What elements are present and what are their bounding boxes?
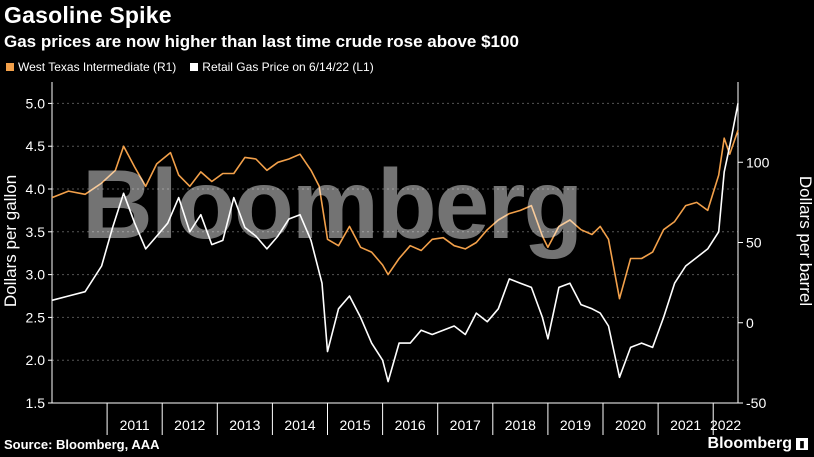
x-axis: 2011 2012 2013 2014 2015 2016 2017 2018 2019 2020… (52, 402, 741, 435)
y-axis-left-title: Dollars per gallon (1, 175, 20, 307)
y-left-tick-label: 1.5 (26, 395, 46, 411)
brand-label: Bloomberg (707, 435, 792, 452)
chart-title: Gasoline Spike (4, 2, 172, 28)
legend-label-gas: Retail Gas Price on 6/14/22 (L1) (202, 60, 374, 74)
x-tick-label: 2018 (505, 417, 536, 433)
legend-item-gas: Retail Gas Price on 6/14/22 (L1) (190, 60, 374, 74)
y-right-tick-label: 50 (746, 235, 762, 251)
y-axis-left: 1.5 2.0 2.5 3.0 3.5 4.0 4.5 5.0 (26, 82, 53, 411)
y-right-tick-label: 0 (746, 315, 754, 331)
y-axis-right: -50 0 50 100 (737, 82, 770, 411)
x-tick-label: 2020 (615, 417, 646, 433)
x-tick-label: 2021 (670, 417, 701, 433)
source-note: Source: Bloomberg, AAA (4, 437, 160, 452)
x-tick-label: 2012 (174, 417, 205, 433)
y-left-tick-label: 5.0 (26, 95, 46, 111)
y-left-tick-label: 4.0 (26, 181, 46, 197)
legend-swatch-wti (6, 63, 14, 71)
x-tick-label: 2017 (450, 417, 481, 433)
y-axis-right-title: Dollars per barrel (796, 176, 814, 306)
series-line-retail-gas (51, 103, 739, 383)
x-tick-label: 2014 (284, 417, 315, 433)
legend-swatch-gas (190, 63, 199, 71)
series-line-wti (51, 129, 739, 300)
y-left-tick-label: 2.5 (26, 309, 46, 325)
chart-subtitle: Gas prices are now higher than last time… (4, 32, 519, 51)
bloomberg-logo: Bloomberg ▮ (708, 435, 808, 453)
y-right-tick-label: 100 (746, 154, 770, 170)
legend-label-wti: West Texas Intermediate (R1) (18, 60, 177, 74)
legend-item-wti: West Texas Intermediate (R1) (6, 60, 176, 74)
x-tick-label: 2016 (395, 417, 426, 433)
x-tick-label: 2013 (229, 417, 260, 433)
y-left-tick-label: 2.0 (26, 352, 46, 368)
y-right-tick-label: -50 (746, 395, 766, 411)
x-tick-label: 2019 (560, 417, 591, 433)
series-lines (51, 103, 739, 383)
x-tick-label: 2015 (339, 417, 370, 433)
chart-legend: West Texas Intermediate (R1) Retail Gas … (6, 60, 374, 74)
y-left-tick-label: 3.0 (26, 267, 46, 283)
y-left-tick-label: 3.5 (26, 224, 46, 240)
y-left-tick-label: 4.5 (26, 138, 46, 154)
bloomberg-brand-icon: ▮ (796, 438, 808, 450)
x-tick-label: 2022 (710, 417, 741, 433)
x-tick-label: 2011 (120, 417, 150, 433)
